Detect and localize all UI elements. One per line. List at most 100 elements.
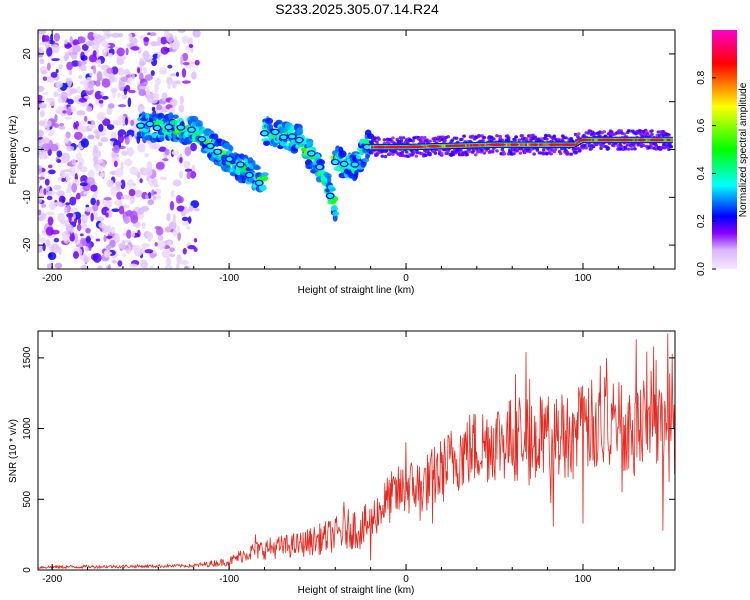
spectrogram-carrier-halo xyxy=(619,129,624,133)
spectrogram-noise-cell xyxy=(180,259,189,265)
spectrogram-carrier-halo xyxy=(571,147,576,152)
spectrogram-noise-cell xyxy=(130,231,136,238)
spectrogram-carrier-halo xyxy=(630,147,634,151)
spectrogram-carrier-core xyxy=(443,144,447,148)
spectrogram-noise-cell xyxy=(88,124,97,129)
spectrogram-noise-cell xyxy=(178,170,184,179)
spectrogram-noise-cell xyxy=(95,80,101,87)
spectrogram-noise-cell xyxy=(66,205,70,213)
spectrogram-noise-cell xyxy=(61,196,66,202)
spectrogram-noise-cell xyxy=(59,122,65,127)
spectrogram-track-blob-core xyxy=(261,131,268,136)
spectrogram-noise-cell xyxy=(168,221,177,231)
spectrogram-noise-cell xyxy=(127,97,132,108)
spectrogram-noise-cell xyxy=(181,80,191,84)
spectrogram-carrier-core xyxy=(442,144,445,148)
spectrogram-noise-cell xyxy=(110,131,117,140)
spectrogram-noise-cell xyxy=(106,67,114,74)
snr-y-tick-label: 0 xyxy=(22,567,33,573)
spectrogram-noise-cell xyxy=(176,225,180,234)
spectrogram-x-tick-label: -200 xyxy=(42,273,62,284)
spectrogram-noise-cell xyxy=(192,30,201,38)
spectrogram-carrier-halo xyxy=(450,138,455,142)
spectrogram-noise-cell xyxy=(179,95,184,105)
spectrogram-noise-cell xyxy=(183,208,190,214)
spectrogram-track-cell xyxy=(356,153,362,160)
spectrogram-noise-cell xyxy=(188,205,194,212)
spectrogram-noise-cell xyxy=(117,33,124,38)
spectrogram-noise-cell xyxy=(105,33,113,37)
spectrogram-carrier-halo xyxy=(459,148,463,152)
spectrogram-carrier-halo xyxy=(500,147,505,152)
spectrogram-noise-cell xyxy=(97,265,103,269)
spectrogram-noise-cell xyxy=(77,164,81,171)
spectrogram-carrier-core xyxy=(523,143,526,146)
spectrogram-noise-cell xyxy=(181,35,189,44)
spectrogram-track-cell xyxy=(327,175,332,184)
spectrogram-noise-cell xyxy=(77,36,86,44)
spectrogram-noise-cell xyxy=(82,191,90,195)
spectrogram-carrier-peak xyxy=(548,143,558,147)
spectrogram-track-blob-core xyxy=(246,173,253,178)
spectrogram-noise-cell xyxy=(137,67,141,74)
spectrogram-noise-cell xyxy=(193,238,198,243)
spectrogram-noise-cell xyxy=(134,189,143,198)
spectrogram-noise-cell xyxy=(41,143,51,152)
spectrogram-noise-cell xyxy=(80,55,88,61)
spectrogram-noise-cell xyxy=(155,77,161,86)
spectrogram-noise-cell xyxy=(131,73,135,80)
spectrogram-noise-cell xyxy=(38,209,42,216)
spectrogram-noise-cell xyxy=(96,111,106,122)
spectrogram-noise-cell xyxy=(40,212,47,220)
spectrogram-noise-cell xyxy=(180,54,184,65)
spectrogram-carrier-halo xyxy=(386,141,391,145)
spectrogram-noise-cell xyxy=(128,89,136,94)
spectrogram-noise-cell xyxy=(83,79,89,89)
spectrogram-noise-cell xyxy=(147,238,152,243)
spectrogram-noise-cell xyxy=(112,119,119,126)
spectrogram-track-blob-core xyxy=(226,156,233,161)
spectrogram-noise-cell xyxy=(193,207,200,212)
spectrogram-noise-cell xyxy=(80,174,88,184)
spectrogram-carrier-halo xyxy=(411,139,415,143)
spectrogram-carrier-halo xyxy=(465,152,470,157)
spectrogram-carrier-halo xyxy=(404,150,409,154)
spectrogram-noise-cell xyxy=(95,238,101,242)
spectrogram-noise-cell xyxy=(117,260,123,267)
spectrogram-carrier-halo xyxy=(375,140,379,144)
spectrogram-noise-cell xyxy=(130,214,139,224)
spectrogram-noise-cell xyxy=(169,247,175,253)
spectrogram-carrier-halo xyxy=(545,137,549,141)
snr-x-label: Height of straight line (km) xyxy=(298,585,415,596)
spectrogram-noise-cell xyxy=(95,216,105,222)
spectrogram-noise-cell xyxy=(76,224,82,232)
spectrogram-noise-cell xyxy=(107,52,113,58)
spectrogram-track-cell xyxy=(316,158,326,166)
spectrogram-carrier-halo xyxy=(377,137,381,141)
spectrogram-carrier-halo xyxy=(667,133,671,137)
spectrogram-carrier-peak xyxy=(612,138,635,142)
spectrogram-noise-cell xyxy=(146,167,153,177)
spectrogram-carrier-peak xyxy=(472,143,479,147)
spectrogram-noise-cell xyxy=(80,264,89,269)
spectrogram-track-cell xyxy=(275,119,283,125)
spectrogram-noise-cell xyxy=(58,64,63,70)
spectrogram-carrier-halo xyxy=(553,147,558,152)
spectrogram-noise-cell xyxy=(72,251,79,259)
spectrogram-track-cell xyxy=(332,211,340,217)
spectrogram-noise-cell xyxy=(39,58,45,65)
spectrogram-noise-cell xyxy=(97,141,103,147)
spectrogram-carrier-halo xyxy=(541,148,546,152)
spectrogram-track-cell xyxy=(261,172,269,177)
spectrogram-carrier-halo xyxy=(623,145,628,149)
spectrogram-track-cell xyxy=(189,115,199,122)
spectrogram-noise-cell xyxy=(184,146,192,157)
spectrogram-track-cell xyxy=(296,127,304,135)
spectrogram-carrier-halo xyxy=(443,138,447,143)
spectrogram-noise-cell xyxy=(63,233,68,242)
spectrogram-carrier-halo xyxy=(657,133,662,137)
spectrogram-carrier-halo xyxy=(517,138,522,142)
spectrogram-noise-cell xyxy=(38,30,46,35)
spectrogram-carrier-core xyxy=(371,145,374,149)
